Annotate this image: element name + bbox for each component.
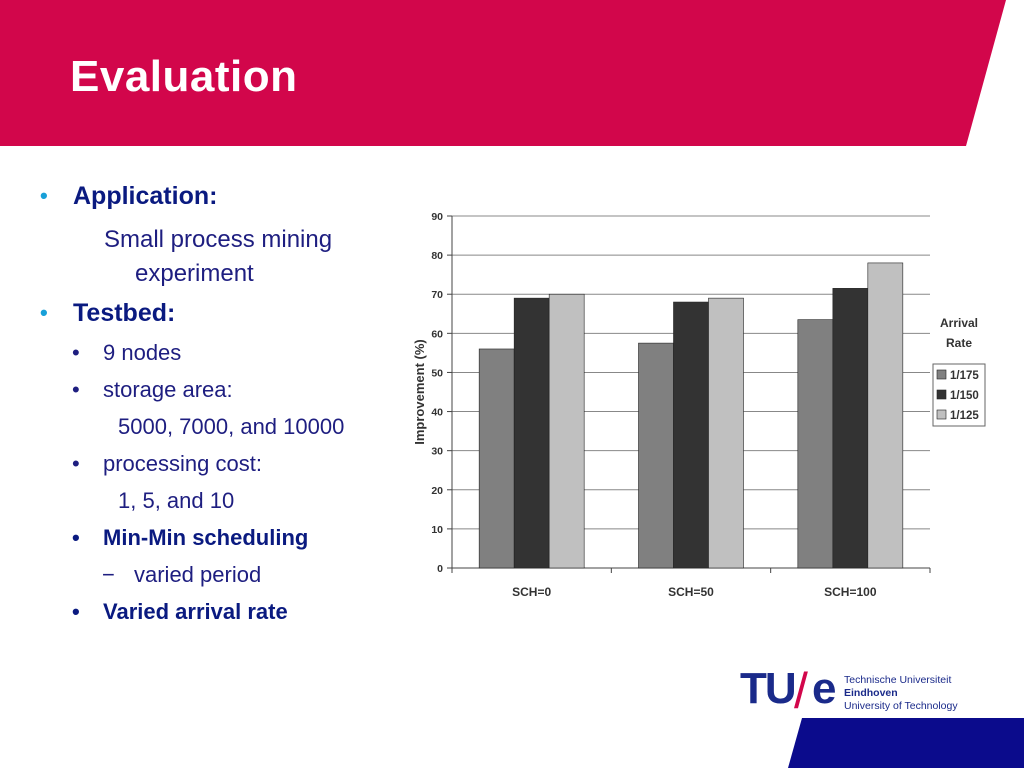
header-band	[0, 0, 1006, 146]
slide-header: Evaluation	[0, 0, 1024, 146]
legend-swatch	[936, 369, 947, 380]
minmin-text: Min-Min scheduling	[103, 525, 309, 550]
legend-title: Rate	[946, 336, 972, 350]
bar-1-150-SCH0	[513, 297, 550, 569]
logo-mark-tu: TU	[740, 664, 797, 713]
logo-mark-e: e	[812, 664, 837, 713]
tue-logo: TU / e Technische Universiteit Eindhoven…	[738, 663, 988, 724]
logo-mark-slash: /	[794, 663, 808, 719]
y-tick-label: 60	[431, 328, 443, 340]
legend-label: 1/175	[950, 370, 979, 382]
bar-1-125-SCH100	[867, 262, 904, 569]
bullet-dot: •	[40, 300, 48, 325]
legend-label: 1/125	[950, 410, 979, 422]
y-tick-label: 10	[431, 524, 443, 536]
logo-line-1: Technische Universiteit	[844, 674, 952, 686]
bar-1-125-SCH0	[548, 293, 585, 569]
y-tick-label: 80	[431, 250, 443, 262]
sub-bullet-dot: •	[72, 599, 80, 624]
dash-mark: −	[102, 562, 115, 587]
logo-line-2: Eindhoven	[844, 687, 898, 699]
bar-1-125-SCH50	[708, 297, 744, 569]
sub-bullet-dot: •	[72, 525, 80, 550]
y-tick-label: 50	[431, 367, 443, 379]
arrival-text: Varied arrival rate	[103, 599, 288, 624]
legend-label: 1/150	[950, 390, 979, 402]
x-tick-label: SCH=100	[824, 585, 877, 599]
varied-period-text: varied period	[134, 562, 262, 587]
bar-1-150-SCH50	[673, 301, 709, 569]
bullet-dot: •	[40, 183, 48, 208]
legend-title: Arrival	[940, 316, 978, 330]
bar-1-175-SCH100	[797, 319, 834, 569]
testbed-label: Testbed:	[73, 299, 176, 327]
slide-title: Evaluation	[70, 52, 298, 101]
bar-chart-svg: 0 10 20 30 40 50 60 70 80 90 Improvement (%) SCH=0 S…	[412, 211, 986, 599]
y-axis-label: Improvement (%)	[412, 339, 427, 444]
application-text-2: experiment	[135, 260, 254, 287]
sub-bullet-dot: •	[72, 340, 80, 365]
footer-band	[788, 718, 1024, 768]
logo-line-3: University of Technology	[844, 700, 958, 712]
x-tick-label: SCH=50	[668, 585, 714, 599]
application-text-1: Small process mining	[104, 226, 333, 253]
legend-swatch	[936, 409, 947, 420]
sub-bullet-dot: •	[72, 451, 80, 476]
processing-label: processing cost:	[103, 451, 262, 476]
processing-values: 1, 5, and 10	[118, 488, 235, 513]
bar-1-150-SCH100	[832, 288, 869, 569]
sub-bullet-dot: •	[72, 377, 80, 402]
nodes-text: 9 nodes	[103, 340, 182, 365]
bar-1-175-SCH0	[478, 348, 515, 569]
x-tick-label: SCH=0	[512, 585, 551, 599]
storage-values: 5000, 7000, and 10000	[118, 414, 345, 439]
y-tick-label: 40	[431, 407, 443, 419]
legend-swatch	[936, 389, 947, 400]
y-tick-label: 70	[431, 289, 443, 301]
y-tick-label: 90	[431, 211, 443, 223]
bar-1-175-SCH50	[638, 342, 674, 569]
application-label: Application:	[73, 182, 218, 210]
y-tick-label: 20	[431, 485, 443, 497]
y-tick-label: 30	[431, 446, 443, 458]
bar-chart: 0 10 20 30 40 50 60 70 80 90 Improvement (%) SCH=0 S…	[400, 200, 1000, 620]
storage-label: storage area:	[103, 377, 233, 402]
y-tick-label: 0	[437, 563, 443, 575]
